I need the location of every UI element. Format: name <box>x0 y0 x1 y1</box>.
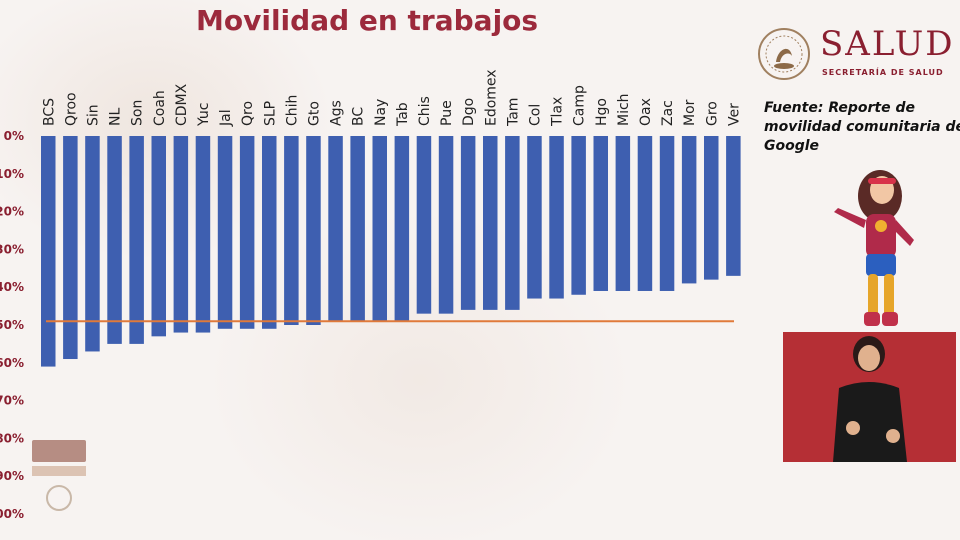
y-tick-label: 0% <box>4 129 24 143</box>
category-label: Edomex <box>483 69 499 126</box>
bar-ags <box>328 136 343 322</box>
category-label: Nay <box>373 99 389 126</box>
category-label: Camp <box>572 85 588 126</box>
category-label: Chis <box>417 96 433 126</box>
bar-mor <box>681 136 697 284</box>
y-tick-label: -30% <box>0 242 24 256</box>
category-label: Qroo <box>63 92 79 126</box>
bar-mich <box>615 136 631 291</box>
source-line: Fuente: Reporte de <box>764 100 916 116</box>
bar-cdmx <box>173 136 189 333</box>
brand-subtitle: SECRETARÍA DE SALUD <box>822 68 944 77</box>
bar-col <box>527 136 542 299</box>
bar-nay <box>372 136 387 322</box>
category-label: Tam <box>505 98 521 127</box>
bar-zac <box>659 136 675 291</box>
bar-chis <box>416 136 432 314</box>
bar-qro <box>239 136 255 329</box>
category-label: Ags <box>329 100 345 126</box>
category-label: Tab <box>395 102 411 127</box>
page-title: Movilidad en trabajos <box>196 4 539 37</box>
national-emblem-icon <box>758 28 810 80</box>
bar-edomex <box>483 136 498 310</box>
category-label: Yuc <box>196 102 212 127</box>
bar-yuc <box>195 136 211 333</box>
bar-nl <box>107 136 122 344</box>
category-label: Ver <box>726 103 742 126</box>
category-label: BCS <box>41 98 57 126</box>
bar-bc <box>350 136 365 322</box>
mascot-illustration <box>834 170 914 326</box>
category-label: Qro <box>240 101 256 126</box>
category-label: Gto <box>306 101 322 126</box>
category-label: Gro <box>704 101 720 126</box>
y-tick-label: -10% <box>0 167 24 181</box>
bar-jal <box>217 136 233 329</box>
bar-chart: 0% -10% -20% -30% -40% -50% -60% -70% -80% -90% -1… <box>0 69 742 521</box>
bar-tam <box>505 136 520 310</box>
bar-tab <box>394 136 410 322</box>
salud-logo: SALUD SECRETARÍA DE SALUD <box>756 22 960 84</box>
bar-dgo <box>460 136 476 310</box>
category-label: NL <box>108 108 124 126</box>
bar-sin <box>85 136 100 352</box>
y-axis-ticks: 0% -10% -20% -30% -40% -50% -60% -70% -80% -90% -1… <box>0 129 24 521</box>
bar-tlax <box>549 136 564 299</box>
bar-ver <box>726 136 741 276</box>
category-label: Coah <box>152 90 168 126</box>
y-tick-label: -80% <box>0 431 24 445</box>
category-label: Jal <box>218 109 234 127</box>
y-tick-label: -20% <box>0 205 24 219</box>
category-label: Hgo <box>594 98 610 126</box>
bar-gto <box>306 136 321 325</box>
bars <box>41 136 741 367</box>
category-label: CDMX <box>174 83 190 126</box>
bar-qroo <box>63 136 78 360</box>
y-tick-label: -100% <box>0 507 24 521</box>
source-text: Fuente: Reporte de movilidad comunitaria… <box>764 99 960 156</box>
bar-bcs <box>41 136 56 367</box>
y-tick-label: -40% <box>0 280 24 294</box>
category-label: Dgo <box>461 98 477 126</box>
category-label: SLP <box>262 101 278 126</box>
corner-logo-icon <box>32 440 86 511</box>
brand-name: SALUD <box>820 24 955 64</box>
bar-chih <box>284 136 299 325</box>
category-label: Mor <box>682 99 698 126</box>
y-tick-label: -70% <box>0 394 24 408</box>
y-tick-label: -90% <box>0 469 24 483</box>
bar-hgo <box>593 136 608 291</box>
category-label: Tlax <box>550 97 566 127</box>
bar-son <box>129 136 144 344</box>
sign-language-interpreter <box>783 332 956 462</box>
category-label: Zac <box>660 100 676 126</box>
bar-coah <box>151 136 166 337</box>
category-label: Pue <box>439 100 455 126</box>
bar-slp <box>262 136 277 329</box>
category-label: BC <box>351 107 367 126</box>
bar-oax <box>637 136 653 291</box>
y-tick-label: -60% <box>0 356 24 370</box>
bar-camp <box>571 136 586 295</box>
category-label: Chih <box>284 95 300 126</box>
bar-gro <box>704 136 719 280</box>
category-label: Son <box>130 100 146 126</box>
source-line: movilidad comunitaria de <box>764 119 960 135</box>
category-labels: BCS Qroo Sin NL Son Coah CDMX Yuc Jal Qro SLP Chih G… <box>41 69 742 127</box>
bar-pue <box>438 136 454 314</box>
category-label: Oax <box>638 98 654 126</box>
category-label: Mich <box>616 93 632 126</box>
category-label: Col <box>527 104 543 126</box>
source-line: Google <box>764 138 820 154</box>
y-tick-label: -50% <box>0 318 24 332</box>
category-label: Sin <box>85 104 101 126</box>
